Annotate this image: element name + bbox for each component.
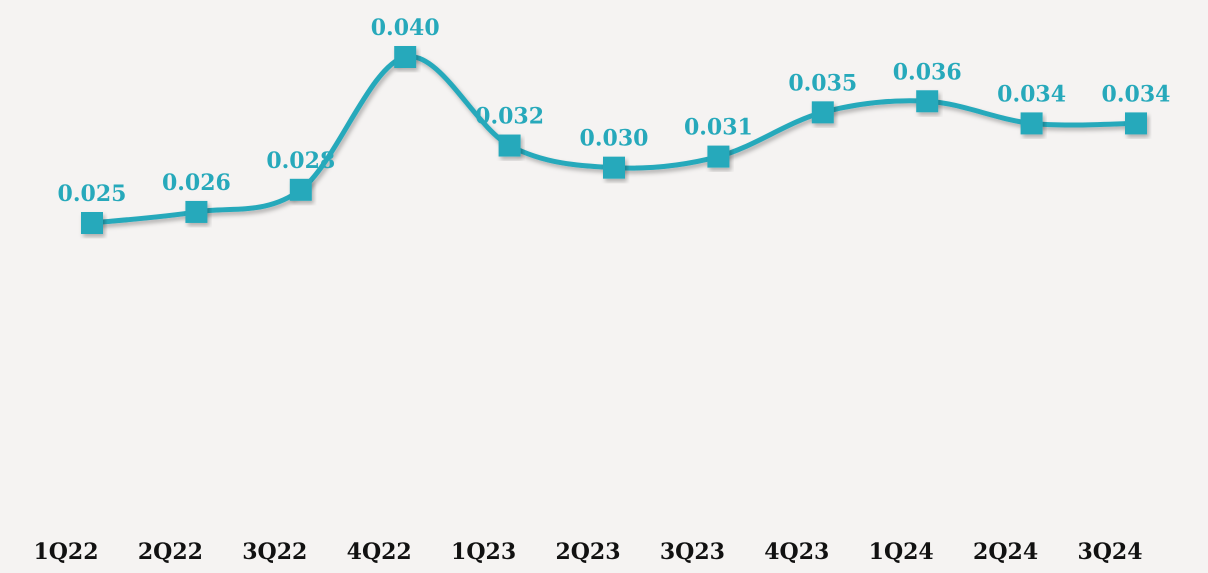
- data-label: 0.030: [580, 126, 649, 152]
- data-point-marker: [81, 212, 103, 234]
- marker-layer: [81, 46, 1147, 234]
- x-tick-label: 1Q23: [451, 539, 516, 565]
- data-label: 0.026: [162, 170, 231, 196]
- x-tick-label: 3Q22: [242, 539, 307, 565]
- data-point-marker: [916, 90, 939, 113]
- data-label: 0.028: [266, 148, 335, 174]
- x-tick-label: 2Q22: [138, 539, 203, 565]
- data-point-marker: [289, 178, 312, 201]
- x-tick-label: 1Q22: [33, 539, 98, 565]
- data-label: 0.025: [58, 181, 127, 207]
- data-point-marker: [1020, 112, 1043, 135]
- data-label-layer: 0.025 0.026 0.028 0.040 0.032 0.030 0.031 0.035…: [58, 15, 1171, 207]
- x-tick-label: 3Q23: [660, 539, 725, 565]
- data-point-marker: [1125, 112, 1147, 135]
- data-point-marker: [811, 101, 834, 124]
- data-point-marker: [498, 134, 521, 157]
- x-tick-label: 1Q24: [869, 539, 934, 565]
- data-point-marker: [603, 156, 625, 179]
- data-point-marker: [394, 46, 417, 68]
- data-label: 0.036: [893, 59, 962, 85]
- data-label: 0.031: [684, 115, 753, 141]
- data-label: 0.034: [997, 81, 1066, 107]
- x-axis-tick-labels: 1Q22 2Q22 3Q22 4Q22 1Q23 2Q23 3Q23 4Q23 1Q24 2Q24…: [33, 539, 1142, 565]
- data-point-marker: [185, 200, 208, 223]
- x-tick-label: 2Q23: [555, 539, 620, 565]
- x-tick-label: 3Q24: [1077, 539, 1142, 565]
- data-label: 0.035: [788, 70, 857, 96]
- x-tick-label: 4Q22: [347, 539, 412, 565]
- data-label: 0.040: [371, 15, 440, 41]
- data-point-marker: [707, 145, 730, 168]
- data-label: 0.034: [1102, 81, 1171, 107]
- series-line-layer: [89, 54, 1139, 226]
- x-tick-label: 2Q24: [973, 539, 1038, 565]
- x-tick-label: 4Q23: [764, 539, 829, 565]
- data-label: 0.032: [475, 104, 544, 130]
- series-line: [89, 54, 1139, 226]
